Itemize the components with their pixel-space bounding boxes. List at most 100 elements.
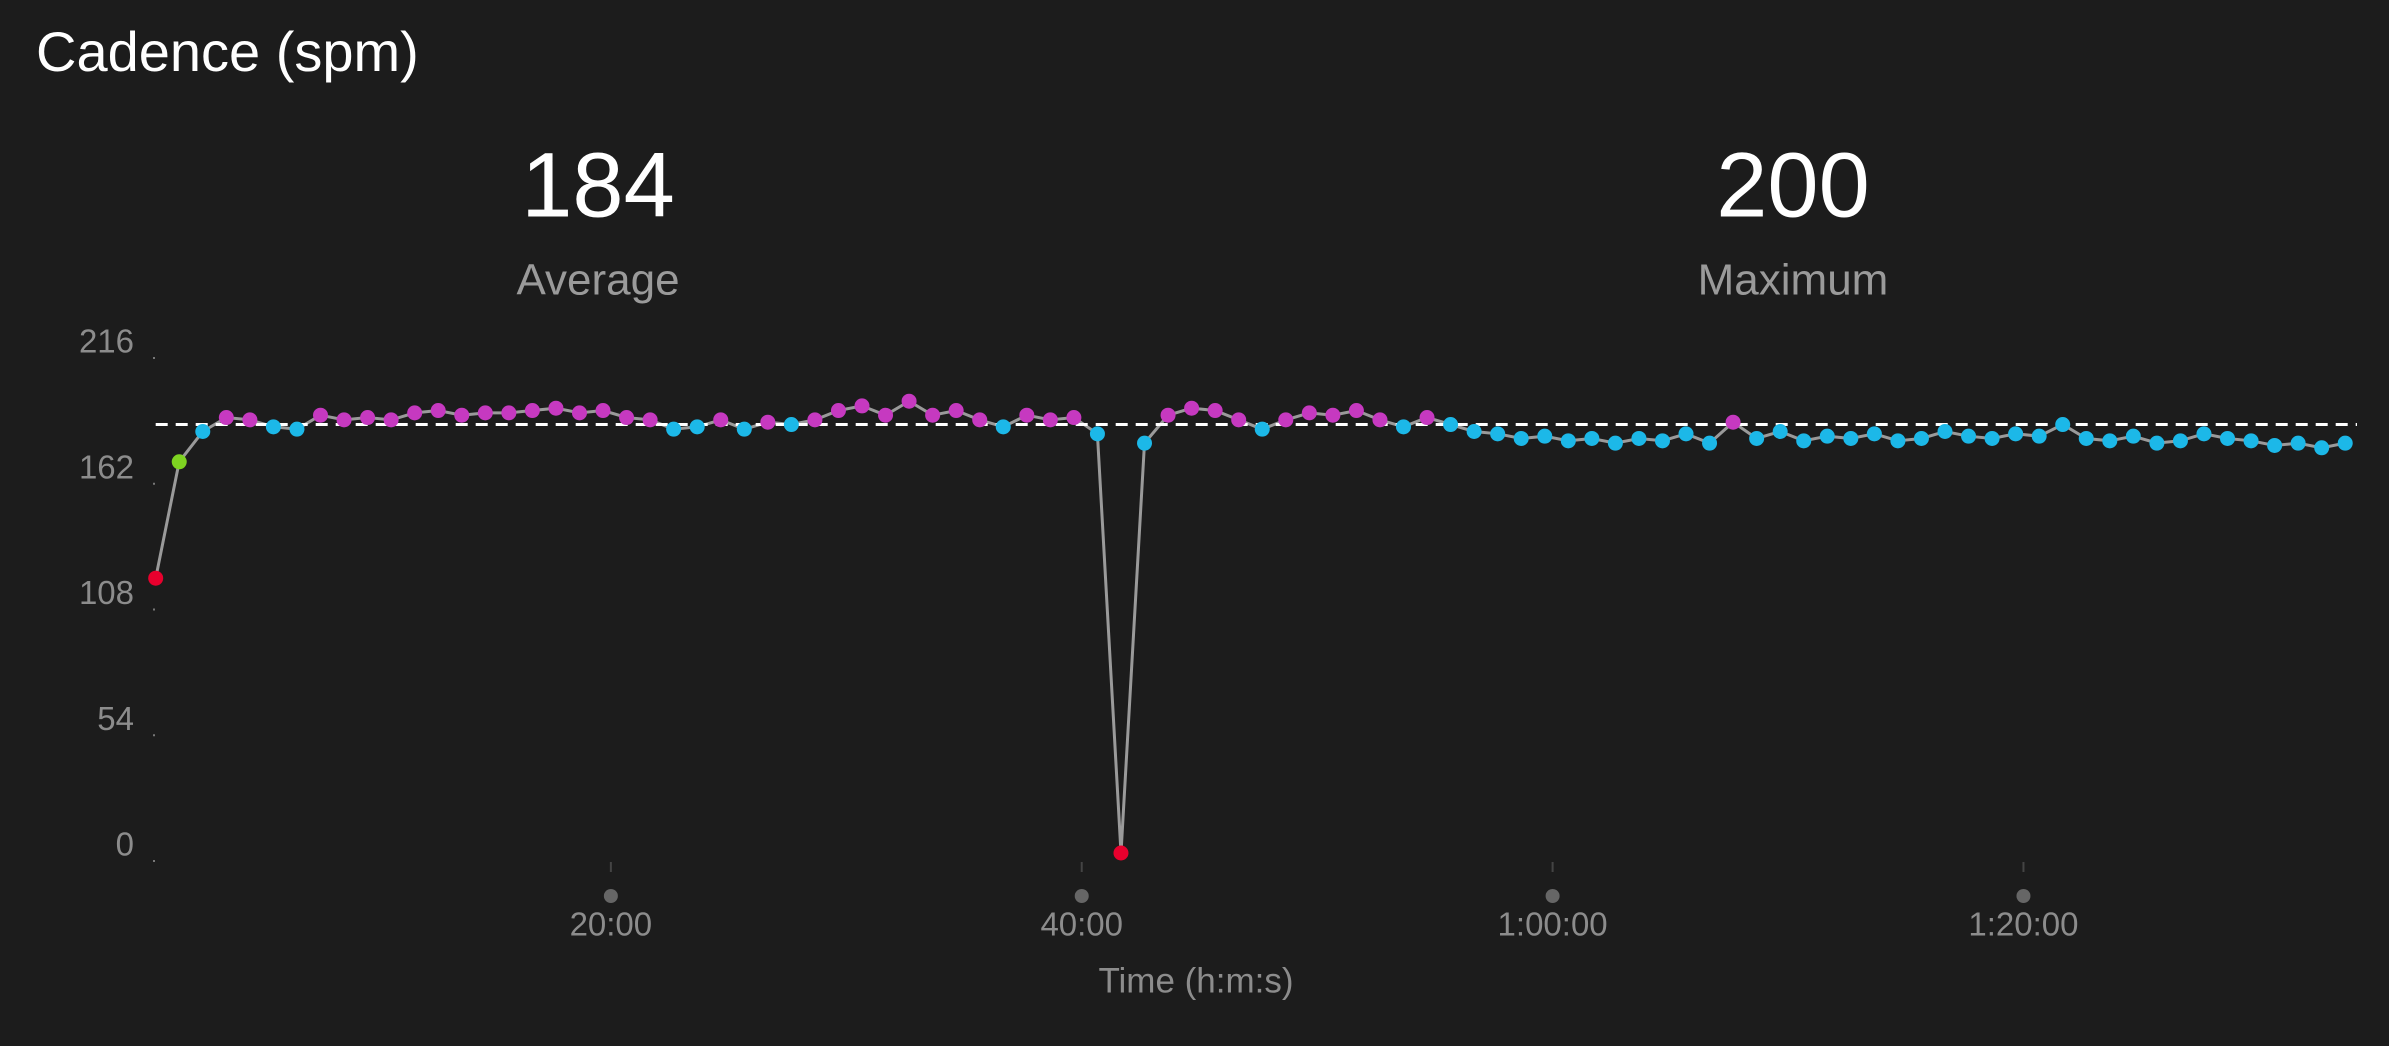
cadence-point xyxy=(1019,407,1035,423)
cadence-point xyxy=(1560,433,1576,449)
cadence-point xyxy=(1372,412,1388,428)
cadence-point xyxy=(1113,845,1129,861)
cadence-point xyxy=(713,412,729,428)
cadence-point xyxy=(1654,433,1670,449)
cadence-point xyxy=(195,424,211,440)
cadence-point xyxy=(571,405,587,421)
cadence-point xyxy=(407,405,423,421)
cadence-point xyxy=(312,407,328,423)
cadence-point xyxy=(689,419,705,435)
y-tick-label: 108 xyxy=(79,574,134,611)
x-tick-mark xyxy=(1545,889,1560,903)
cadence-point xyxy=(830,403,846,419)
cadence-point xyxy=(1678,426,1694,442)
cadence-point xyxy=(2220,430,2236,446)
cadence-point xyxy=(1419,410,1435,426)
x-tick-mark xyxy=(1074,889,1089,903)
cadence-point xyxy=(736,421,752,437)
cadence-point xyxy=(1207,403,1223,419)
cadence-point xyxy=(336,412,352,428)
cadence-point xyxy=(2196,426,2212,442)
cadence-point xyxy=(783,417,799,433)
cadence-point xyxy=(1796,433,1812,449)
cadence-point xyxy=(2008,426,2024,442)
cadence-point xyxy=(1089,426,1105,442)
cadence-point xyxy=(1513,430,1529,446)
cadence-point xyxy=(2102,433,2118,449)
cadence-point xyxy=(1042,412,1058,428)
cadence-point xyxy=(595,403,611,419)
cadence-point xyxy=(1254,421,1270,437)
cadence-point xyxy=(1937,424,1953,440)
y-tick-label: 0 xyxy=(116,826,134,863)
cadence-point xyxy=(430,403,446,419)
cadence-point xyxy=(878,407,894,423)
cadence-point xyxy=(1325,407,1341,423)
cadence-point xyxy=(1301,405,1317,421)
cadence-point xyxy=(1231,412,1247,428)
cadence-point xyxy=(2290,435,2306,451)
y-tick-label: 162 xyxy=(79,448,134,485)
stat-label: Maximum xyxy=(1698,256,1889,305)
cadence-point xyxy=(289,421,305,437)
stat-label: Average xyxy=(516,256,679,305)
cadence-point xyxy=(1607,435,1623,451)
x-tick-mark xyxy=(603,889,618,903)
cadence-point xyxy=(619,410,635,426)
cadence-point xyxy=(2267,437,2283,453)
cadence-point xyxy=(1466,424,1482,440)
cadence-point xyxy=(383,412,399,428)
x-tick-label: 1:00:00 xyxy=(1498,906,1608,943)
cadence-point xyxy=(1866,426,1882,442)
card-title: Cadence (spm) xyxy=(36,20,419,83)
cadence-point xyxy=(807,412,823,428)
cadence-point xyxy=(242,412,258,428)
cadence-point xyxy=(360,410,376,426)
cadence-point xyxy=(642,412,658,428)
cadence-point xyxy=(1749,430,1765,446)
cadence-point xyxy=(2031,428,2047,444)
cadence-point xyxy=(2078,430,2094,446)
cadence-point xyxy=(2314,440,2330,456)
cadence-point xyxy=(2172,433,2188,449)
x-axis-title: Time (h:m:s) xyxy=(1098,961,1293,1000)
x-tick-label: 1:20:00 xyxy=(1968,906,2078,943)
cadence-point xyxy=(1584,430,1600,446)
cadence-point xyxy=(1961,428,1977,444)
cadence-point xyxy=(1725,414,1741,430)
cadence-point xyxy=(760,414,776,430)
cadence-point xyxy=(972,412,988,428)
x-tick-label: 20:00 xyxy=(570,906,653,943)
cadence-point xyxy=(477,405,493,421)
cadence-point xyxy=(454,407,470,423)
cadence-point xyxy=(2149,435,2165,451)
cadence-point xyxy=(1819,428,1835,444)
cadence-point xyxy=(995,419,1011,435)
cadence-point xyxy=(1348,403,1364,419)
cadence-point xyxy=(1913,430,1929,446)
stat-value: 200 xyxy=(1716,134,1870,236)
cadence-point xyxy=(1278,412,1294,428)
cadence-point xyxy=(265,419,281,435)
cadence-point xyxy=(901,393,917,409)
x-tick-label: 40:00 xyxy=(1040,906,1123,943)
cadence-point xyxy=(1631,430,1647,446)
cadence-point xyxy=(2243,433,2259,449)
cadence-point xyxy=(1443,417,1459,433)
y-tick-label: 216 xyxy=(79,323,134,360)
cadence-point xyxy=(925,407,941,423)
x-tick-mark xyxy=(2016,889,2031,903)
cadence-point xyxy=(2055,417,2071,433)
cadence-point xyxy=(148,570,164,586)
cadence-point xyxy=(501,405,517,421)
cadence-point xyxy=(1160,407,1176,423)
y-tick-label: 54 xyxy=(97,700,134,737)
cadence-point xyxy=(1984,430,2000,446)
cadence-point xyxy=(1843,430,1859,446)
cadence-point xyxy=(218,410,234,426)
cadence-point xyxy=(1890,433,1906,449)
cadence-point xyxy=(2125,428,2141,444)
cadence-point xyxy=(948,403,964,419)
cadence-point xyxy=(1137,435,1153,451)
